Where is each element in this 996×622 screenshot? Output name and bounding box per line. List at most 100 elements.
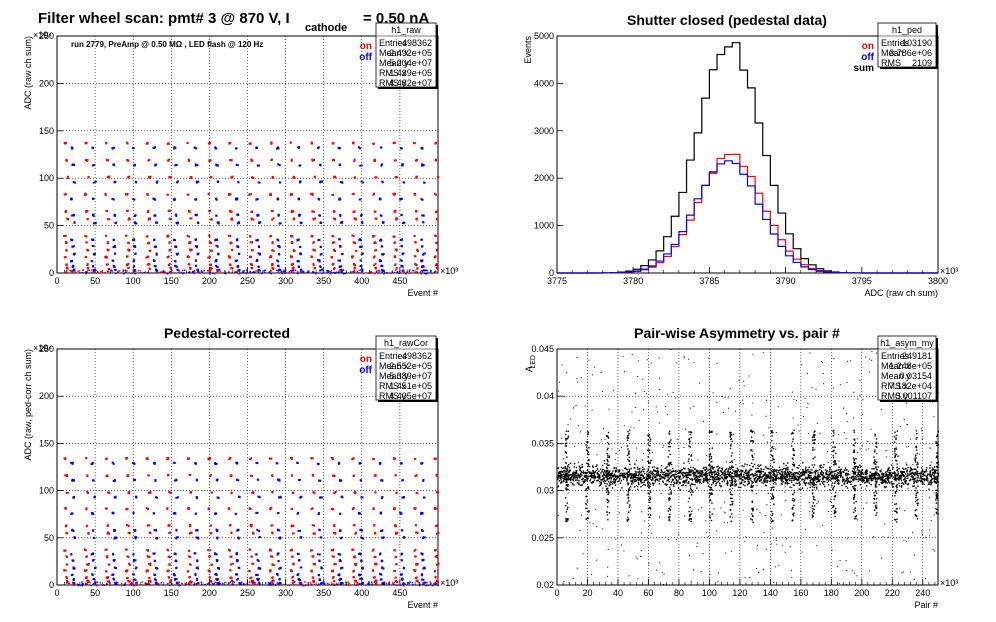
scatter-point-on xyxy=(434,458,437,461)
scatter-point-on xyxy=(227,193,230,196)
scatter-point-on xyxy=(126,523,129,526)
scatter-point-on xyxy=(293,217,296,220)
scatter-point-on xyxy=(229,569,232,572)
scatter-point xyxy=(564,465,566,468)
scatter-point-on xyxy=(291,235,294,238)
scatter-point-on xyxy=(352,192,355,195)
scatter-point-off xyxy=(92,529,95,532)
scatter-point-off xyxy=(90,553,93,556)
scatter-point-on xyxy=(395,555,398,558)
scatter-point-on xyxy=(331,555,334,558)
scatter-point-baseline xyxy=(74,271,77,274)
scatter-point xyxy=(930,482,933,485)
scatter-point-off xyxy=(258,181,261,184)
scatter-point-off xyxy=(91,573,94,576)
scatter-point-on xyxy=(65,576,68,579)
scatter-point-on xyxy=(148,524,151,527)
y-axis-label: Events xyxy=(523,36,533,64)
scatter-point-on xyxy=(415,263,418,266)
scatter-point-on xyxy=(148,267,151,270)
x-tick-label: 140 xyxy=(763,588,778,598)
y-tick-label: 100 xyxy=(39,486,54,496)
scatter-point-on xyxy=(189,525,192,528)
scatter-point xyxy=(870,474,872,477)
scatter-point-baseline xyxy=(404,583,406,586)
scatter-point-on xyxy=(105,570,108,573)
scatter-point xyxy=(808,476,810,478)
scatter-point-on xyxy=(148,218,151,221)
scatter-point xyxy=(599,468,602,470)
scatter-point-baseline xyxy=(228,582,230,584)
scatter-point xyxy=(757,476,759,478)
scatter-point-off xyxy=(361,268,364,271)
scatter-point xyxy=(758,477,760,479)
scatter-point-off xyxy=(73,582,76,585)
scatter-point xyxy=(728,475,731,478)
scatter-point-on xyxy=(124,569,127,572)
scatter-point-off xyxy=(358,573,361,576)
scatter-point-off xyxy=(257,579,260,582)
scatter-point-off xyxy=(359,577,362,580)
scatter-point xyxy=(575,474,577,477)
scatter-point xyxy=(806,478,809,480)
scatter-point-on xyxy=(229,141,232,144)
scatter-point-off xyxy=(255,260,258,263)
scatter-point xyxy=(761,475,764,478)
x-tick-label: 180 xyxy=(824,588,839,598)
scatter-point-on xyxy=(416,532,419,535)
scatter-point xyxy=(888,472,891,474)
scatter-point xyxy=(688,473,690,475)
scatter-point-off xyxy=(256,478,259,481)
scatter-point-on xyxy=(290,508,293,511)
scatter-point-off xyxy=(133,265,136,268)
scatter-point xyxy=(687,474,690,476)
scatter-point-baseline xyxy=(291,582,294,584)
scatter-point-off xyxy=(131,462,134,465)
scatter-point xyxy=(692,466,694,469)
scatter-point-baseline xyxy=(242,271,245,273)
legend-off: off xyxy=(861,52,874,63)
scatter-point xyxy=(875,483,877,485)
scatter-point-baseline xyxy=(297,272,299,275)
plot-frame xyxy=(556,35,939,274)
scatter-point-baseline xyxy=(434,581,437,584)
scatter-point-on xyxy=(106,525,109,528)
scatter-point-baseline xyxy=(358,269,361,272)
scatter-point-baseline xyxy=(256,269,258,272)
scatter-point xyxy=(895,478,898,480)
scatter-point xyxy=(652,475,654,477)
scatter-point xyxy=(617,480,619,483)
scatter-point xyxy=(648,477,651,479)
scatter-point-on xyxy=(229,193,232,196)
scatter-point-baseline xyxy=(130,582,133,585)
scatter-point-baseline xyxy=(267,584,270,586)
scatter-point xyxy=(820,467,822,469)
scatter-point-off xyxy=(341,566,344,569)
scatter-point-off xyxy=(380,264,383,267)
scatter-point xyxy=(579,477,581,479)
scatter-point-on xyxy=(66,475,69,478)
scatter-point xyxy=(773,468,776,471)
scatter-point xyxy=(863,473,865,476)
scatter-point xyxy=(861,475,864,478)
scatter-point xyxy=(626,473,628,475)
scatter-point-baseline xyxy=(159,272,161,274)
scatter-point xyxy=(722,473,724,475)
scatter-point-off xyxy=(215,259,218,262)
stats-box xyxy=(375,22,437,88)
scatter-point-on xyxy=(207,256,210,259)
scatter-point-off xyxy=(214,462,217,465)
y-axis-label: ADC (raw, ped-corr ch sum) xyxy=(23,349,33,461)
scatter-point xyxy=(628,471,631,473)
scatter-point-off xyxy=(297,238,300,241)
scatter-point-baseline xyxy=(304,581,306,583)
scatter-point xyxy=(603,481,605,483)
scatter-point-on xyxy=(190,248,193,251)
scatter-point-off xyxy=(279,181,282,184)
scatter-point-on xyxy=(291,555,294,558)
scatter-point-on xyxy=(107,248,110,251)
scatter-point-off xyxy=(93,496,96,499)
scatter-point xyxy=(787,462,789,464)
scatter-point xyxy=(927,480,929,482)
scatter-point-off xyxy=(94,566,97,569)
